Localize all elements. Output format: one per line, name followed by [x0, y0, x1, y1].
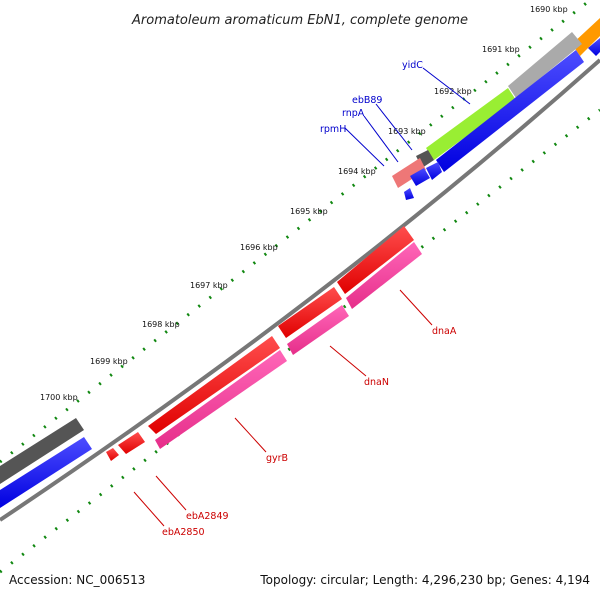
- accession-text: Accession: NC_006513: [9, 573, 146, 587]
- tick-label: 1690 kbp: [530, 5, 568, 14]
- label-connector: [155, 475, 187, 511]
- gene-blue-small-3: [404, 188, 414, 200]
- tick-label: 1694 kbp: [338, 167, 376, 176]
- gene-blue-small-1: [410, 168, 430, 186]
- tick-label: 1695 kbp: [290, 207, 328, 216]
- gene-gray: [508, 32, 582, 98]
- tick-label: 1696 kbp: [240, 243, 278, 252]
- gene-blue-yidC: [436, 50, 584, 172]
- gene-dnaN: [278, 287, 342, 338]
- gene-yidC: [426, 88, 516, 160]
- gene-label-rpmH: rpmH: [320, 124, 346, 135]
- gene-ebA2850: [106, 448, 119, 461]
- tick-label: 1693 kbp: [388, 127, 426, 136]
- label-connector: [344, 127, 385, 167]
- gene-ebA2849: [118, 432, 145, 454]
- tick-label: 1698 kbp: [142, 320, 180, 329]
- genome-backbone: [0, 58, 600, 522]
- label-connector: [363, 115, 399, 163]
- gene-label-rnpA: rnpA: [342, 108, 365, 119]
- gene-label-gyrB: gyrB: [266, 453, 288, 464]
- tick-label: 1697 kbp: [190, 281, 228, 290]
- genome-summary-text: Topology: circular; Length: 4,296,230 bp…: [260, 573, 590, 587]
- gene-blue-left: [0, 437, 92, 508]
- label-connector: [234, 417, 267, 453]
- gene-gyrB: [148, 336, 280, 434]
- label-connector: [375, 103, 413, 151]
- label-connector: [329, 345, 367, 377]
- label-connector: [399, 289, 433, 326]
- outer-tick-ring: [0, 0, 593, 464]
- gene-orange: [572, 18, 600, 56]
- gene-label-ebA2850: ebA2850: [162, 527, 205, 538]
- map-title: Aromatoleum aromaticum EbN1, complete ge…: [131, 13, 468, 28]
- tick-label: 1691 kbp: [482, 45, 520, 54]
- gene-pink-3: [346, 242, 422, 309]
- tick-label: 1700 kbp: [40, 393, 78, 402]
- gene-label-yidC: yidC: [402, 60, 423, 71]
- tick-label: 1699 kbp: [90, 357, 128, 366]
- gene-label-dnaN: dnaN: [364, 377, 389, 388]
- gene-label-dnaA: dnaA: [432, 326, 457, 337]
- gene-label-ebB89: ebB89: [352, 95, 382, 106]
- gene-pink-2: [287, 305, 349, 355]
- label-connector: [422, 67, 471, 105]
- gene-blue-small-2: [426, 162, 442, 180]
- gene-dnaA: [337, 226, 414, 294]
- tick-label: 1692 kbp: [434, 87, 472, 96]
- label-connector: [133, 491, 165, 527]
- gene-dark-left: [0, 418, 84, 484]
- gene-pink-1: [155, 350, 287, 449]
- gene-label-ebA2849: ebA2849: [186, 511, 229, 522]
- gene-rpmH: [392, 158, 426, 188]
- gene-blue-top: [588, 38, 600, 56]
